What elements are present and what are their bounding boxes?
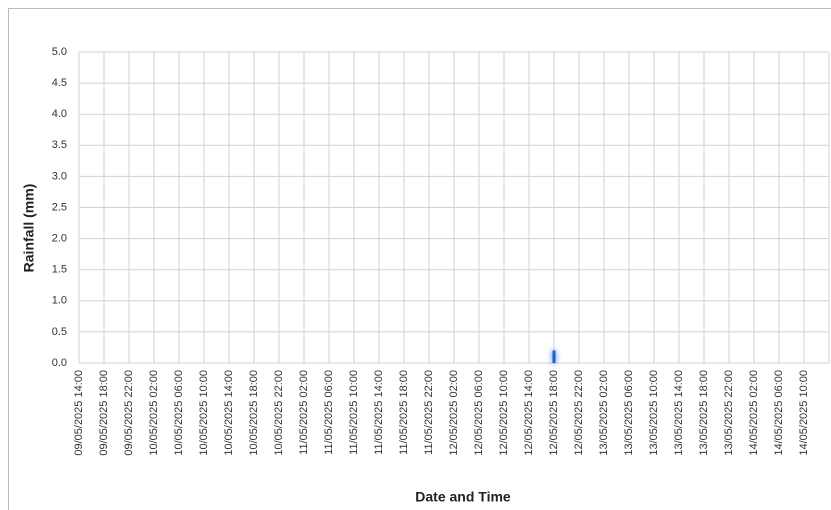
x-tick-label: 13/05/2025 06:00 (623, 370, 635, 456)
x-tick-label: 13/05/2025 22:00 (723, 370, 735, 456)
x-tick-label: 14/05/2025 02:00 (748, 370, 760, 456)
y-tick-label: 1.0 (52, 295, 67, 307)
y-tick-label: 0.5 (52, 326, 67, 338)
y-tick-label: 3.0 (52, 170, 67, 182)
x-tick-label: 14/05/2025 10:00 (798, 370, 810, 456)
y-tick-label: 0.0 (52, 357, 67, 369)
y-tick-label: 1.5 (52, 264, 67, 276)
x-tick-label: 10/05/2025 10:00 (198, 370, 210, 456)
x-tick-label: 11/05/2025 02:00 (298, 370, 310, 455)
x-tick-label: 13/05/2025 10:00 (648, 370, 660, 456)
x-tick-label: 14/05/2025 06:00 (773, 370, 785, 456)
y-tick-label: 4.5 (52, 77, 67, 89)
x-tick-label: 09/05/2025 14:00 (73, 370, 85, 456)
x-tick-label: 12/05/2025 06:00 (473, 370, 485, 456)
x-tick-label: 10/05/2025 14:00 (223, 370, 235, 456)
chart-frame (8, 8, 831, 510)
x-tick-label: 12/05/2025 22:00 (573, 370, 585, 456)
bar (552, 350, 556, 363)
x-tick-label: 10/05/2025 02:00 (148, 370, 160, 456)
x-tick-label: 10/05/2025 22:00 (273, 370, 285, 456)
y-tick-label: 4.0 (52, 108, 67, 120)
y-tick-label: 3.5 (52, 139, 67, 151)
x-tick-label: 10/05/2025 18:00 (248, 370, 260, 456)
y-tick-label: 5.0 (52, 46, 67, 58)
x-tick-label: 10/05/2025 06:00 (173, 370, 185, 456)
x-tick-label: 11/05/2025 22:00 (423, 370, 435, 455)
x-tick-label: 11/05/2025 14:00 (373, 370, 385, 455)
x-tick-label: 09/05/2025 18:00 (98, 370, 110, 456)
x-tick-label: 11/05/2025 06:00 (323, 370, 335, 455)
x-axis-title: Date and Time (415, 489, 511, 505)
x-tick-label: 13/05/2025 02:00 (598, 370, 610, 456)
y-axis-title: Rainfall (mm) (21, 184, 37, 273)
x-tick-label: 11/05/2025 18:00 (398, 370, 410, 455)
x-tick-label: 12/05/2025 10:00 (498, 370, 510, 456)
x-tick-label: 12/05/2025 18:00 (548, 370, 560, 456)
x-tick-label: 09/05/2025 22:00 (123, 370, 135, 456)
x-tick-label: 11/05/2025 10:00 (348, 370, 360, 455)
x-tick-label: 13/05/2025 18:00 (698, 370, 710, 456)
x-tick-label: 12/05/2025 14:00 (523, 370, 535, 456)
y-tick-label: 2.5 (52, 201, 67, 213)
x-tick-label: 12/05/2025 02:00 (448, 370, 460, 456)
x-tick-label: 13/05/2025 14:00 (673, 370, 685, 456)
y-tick-label: 2.0 (52, 233, 67, 245)
